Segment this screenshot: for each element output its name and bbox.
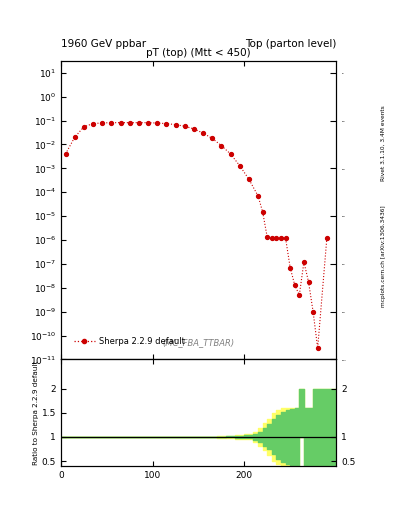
- Legend: Sherpa 2.2.9 default: Sherpa 2.2.9 default: [71, 334, 188, 349]
- Title: pT (top) (Mtt < 450): pT (top) (Mtt < 450): [146, 48, 251, 58]
- Text: (MC_FBA_TTBAR): (MC_FBA_TTBAR): [162, 338, 235, 348]
- Text: Top (parton level): Top (parton level): [244, 38, 336, 49]
- Y-axis label: Ratio to Sherpa 2.2.9 default: Ratio to Sherpa 2.2.9 default: [33, 360, 39, 465]
- Text: 1960 GeV ppbar: 1960 GeV ppbar: [61, 38, 146, 49]
- Text: Rivet 3.1.10, 3.4M events: Rivet 3.1.10, 3.4M events: [381, 105, 386, 181]
- Text: mcplots.cern.ch [arXiv:1306.3436]: mcplots.cern.ch [arXiv:1306.3436]: [381, 205, 386, 307]
